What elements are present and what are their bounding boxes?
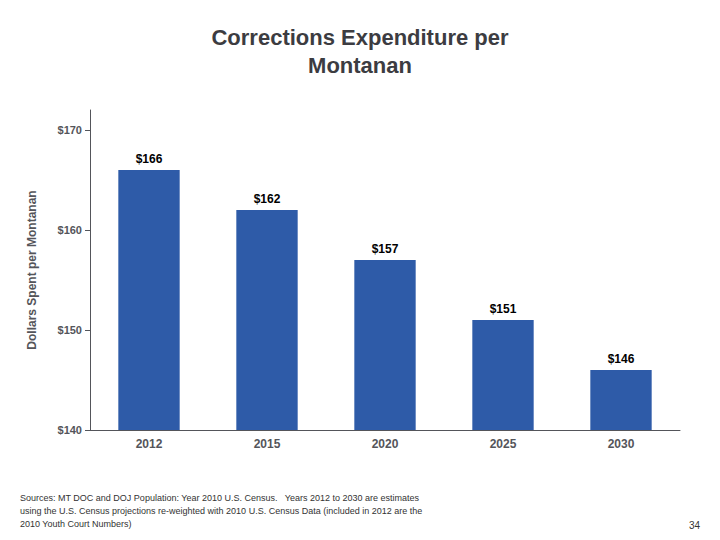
svg-text:2020: 2020 xyxy=(372,437,399,451)
svg-text:2015: 2015 xyxy=(254,437,281,451)
svg-text:2012: 2012 xyxy=(136,437,163,451)
svg-text:using the U.S. Census projecti: using the U.S. Census projections re-wei… xyxy=(20,506,422,516)
svg-text:$140: $140 xyxy=(58,424,82,436)
svg-text:$162: $162 xyxy=(254,192,281,206)
svg-text:Montanan: Montanan xyxy=(308,53,412,78)
svg-text:2010 Youth Court Numbers): 2010 Youth Court Numbers) xyxy=(20,519,132,529)
svg-text:Sources: MT DOC and DOJ Popula: Sources: MT DOC and DOJ Population: Year… xyxy=(20,493,420,503)
svg-text:2025: 2025 xyxy=(490,437,517,451)
svg-text:$150: $150 xyxy=(58,324,82,336)
svg-text:34: 34 xyxy=(689,520,701,531)
svg-text:Corrections Expenditure per: Corrections Expenditure per xyxy=(211,25,509,50)
svg-text:$160: $160 xyxy=(58,224,82,236)
svg-text:$157: $157 xyxy=(372,242,399,256)
svg-text:$146: $146 xyxy=(608,352,635,366)
svg-text:2030: 2030 xyxy=(608,437,635,451)
svg-text:$151: $151 xyxy=(490,302,517,316)
svg-text:$166: $166 xyxy=(136,152,163,166)
svg-text:Dollars Spent per Montanan: Dollars Spent per Montanan xyxy=(25,190,39,349)
svg-text:$170: $170 xyxy=(58,124,82,136)
